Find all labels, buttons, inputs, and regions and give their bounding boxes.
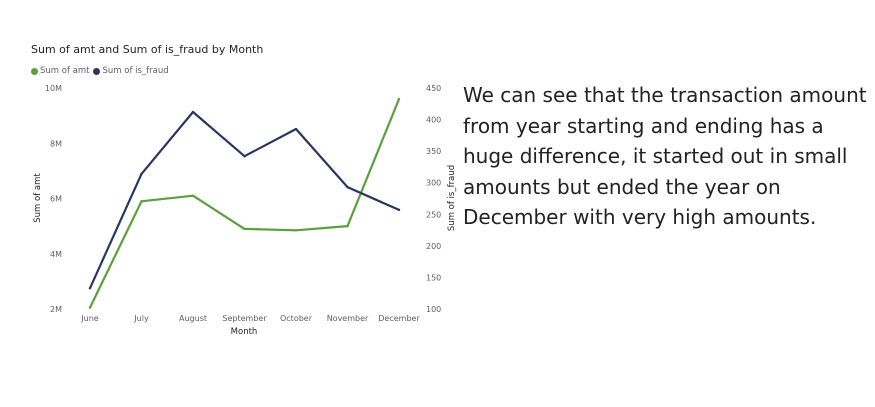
y2-tick-label: 300 <box>426 179 441 188</box>
data-point-is-fraud <box>243 154 246 158</box>
y-tick-label: 10M <box>45 84 62 93</box>
y2-tick-label: 150 <box>426 273 441 282</box>
chart-legend: Sum of amt Sum of is_fraud <box>31 66 173 76</box>
data-point-is-fraud <box>294 127 298 131</box>
data-point-amt <box>88 306 92 309</box>
commentary-line: We can see that the transaction amount <box>463 83 867 107</box>
commentary-line: from year starting and ending has a <box>463 113 824 138</box>
x-tick-label: October <box>280 314 313 323</box>
y-axis-title: Sum of amt <box>33 173 43 223</box>
commentary-line: amounts but ended the year on <box>463 174 781 199</box>
chart-title: Sum of amt and Sum of is_fraud by Month <box>31 43 264 56</box>
y-tick-label: 6M <box>50 195 62 204</box>
data-point-amt <box>140 200 143 203</box>
data-point-is-fraud <box>346 185 349 189</box>
legend-marker-amt-icon <box>31 67 38 75</box>
data-point-is-fraud <box>397 208 401 212</box>
data-point-is-fraud <box>88 286 92 290</box>
x-tick-label: August <box>179 314 207 323</box>
data-point-amt <box>243 227 246 231</box>
data-point-amt <box>397 97 401 101</box>
y2-tick-label: 450 <box>426 84 441 93</box>
y-tick-label: 4M <box>50 250 62 259</box>
legend-label-amt: Sum of amt <box>40 66 90 76</box>
data-point-amt <box>346 224 349 228</box>
x-tick-label: June <box>80 314 99 323</box>
data-point-amt <box>191 194 195 197</box>
x-tick-label: November <box>327 314 369 323</box>
y2-tick-label: 200 <box>426 242 441 251</box>
data-point-amt <box>294 229 298 232</box>
y2-tick-label: 400 <box>426 116 441 125</box>
x-tick-label: December <box>378 314 420 323</box>
y2-tick-label: 350 <box>426 147 441 156</box>
legend-label-is-fraud: Sum of is_fraud <box>102 66 169 76</box>
data-point-is-fraud <box>191 110 195 114</box>
commentary-text: We can see that the transaction amount f… <box>463 80 868 233</box>
y-tick-label: 2M <box>50 305 62 314</box>
commentary-line: huge difference, it started out in small <box>463 144 848 168</box>
series-line-is-fraud <box>88 110 401 290</box>
y2-axis-title: Sum of is_fraud <box>447 165 457 231</box>
legend-item-amt[interactable]: Sum of amt <box>31 66 89 76</box>
y2-tick-label: 250 <box>426 210 441 219</box>
data-point-is-fraud <box>140 172 143 176</box>
commentary-line: December with very high amounts. <box>463 205 817 229</box>
y2-tick-label: 100 <box>426 305 441 314</box>
x-tick-label: July <box>133 314 149 323</box>
x-axis-title: Month <box>231 327 258 337</box>
series-line-amt <box>88 97 401 309</box>
legend-marker-is-fraud-icon <box>93 67 101 75</box>
x-tick-label: September <box>222 314 267 323</box>
legend-item-is-fraud[interactable]: Sum of is_fraud <box>93 66 169 76</box>
y-tick-label: 8M <box>50 139 62 148</box>
